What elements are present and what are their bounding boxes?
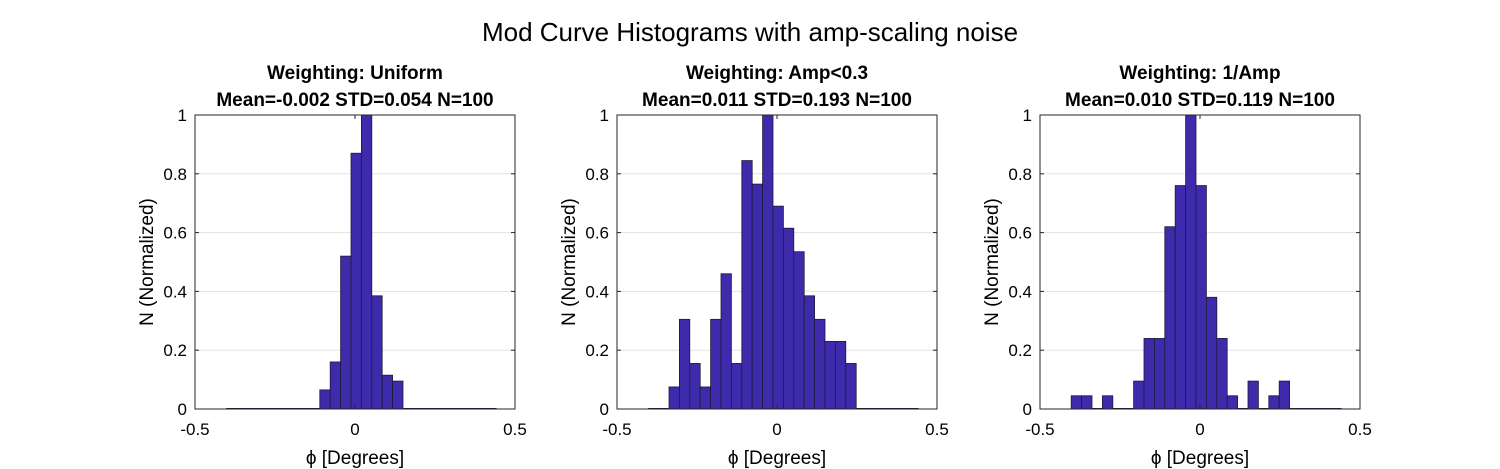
x-tick-label: -0.5: [1025, 420, 1054, 439]
y-tick-label: 0.6: [1008, 224, 1032, 243]
histogram-bar: [319, 389, 331, 410]
histogram-bar: [1226, 395, 1238, 410]
histogram-bar: [1216, 338, 1228, 410]
y-axis-label: N (Normalized): [559, 198, 580, 326]
x-tick-label: 0.5: [503, 420, 527, 439]
y-tick-label: 0.2: [163, 341, 187, 360]
y-tick-label: 1: [178, 106, 187, 125]
x-axis-label: ϕ [Degrees]: [728, 448, 826, 469]
y-axis-label: N (Normalized): [137, 198, 158, 326]
panel-title: Weighting: Amp<0.3: [686, 63, 868, 84]
y-tick-label: 0.6: [585, 224, 609, 243]
x-axis-label: ϕ [Degrees]: [1151, 448, 1249, 469]
histogram-bar: [679, 318, 691, 410]
y-tick-label: 0.2: [585, 341, 609, 360]
histogram-bar: [710, 318, 722, 410]
histogram-bar: [668, 386, 680, 410]
histogram-bar: [741, 160, 753, 410]
histogram-bar: [803, 295, 816, 410]
figure-title: Mod Curve Histograms with amp-scaling no…: [482, 17, 1018, 47]
histogram-bar: [783, 227, 795, 410]
histogram-bar: [824, 340, 836, 410]
histogram-bar: [340, 255, 352, 410]
histogram-bar: [1070, 395, 1082, 410]
histogram-bar: [751, 183, 764, 410]
panel-subtitle: Mean=-0.002 STD=0.054 N=100: [216, 90, 493, 111]
histogram-bar: [1268, 395, 1280, 410]
y-tick-label: 0: [1023, 400, 1032, 419]
y-tick-label: 1: [1023, 106, 1032, 125]
y-tick-label: 0.4: [1008, 282, 1032, 301]
histogram-bar: [835, 340, 847, 410]
histogram-bar: [731, 363, 743, 410]
histogram-bar: [1081, 395, 1093, 410]
histogram-bar: [793, 251, 805, 410]
y-tick-label: 0.2: [1008, 341, 1032, 360]
x-tick-label: 0: [1195, 420, 1204, 439]
histogram-bar: [1133, 380, 1145, 410]
histogram-bar: [1206, 296, 1218, 410]
y-tick-label: 0.6: [163, 224, 187, 243]
histogram-bar: [689, 363, 701, 410]
y-tick-label: 1: [600, 106, 609, 125]
histogram-bar: [1174, 185, 1186, 410]
histogram-bar: [392, 380, 404, 410]
histogram-bar: [1102, 395, 1114, 410]
histogram-bar: [329, 361, 342, 410]
histogram-bar: [371, 295, 383, 410]
y-tick-label: 0.4: [585, 282, 609, 301]
y-tick-label: 0.8: [1008, 165, 1032, 184]
histogram-bar: [1185, 114, 1197, 410]
panel-subtitle: Mean=0.010 STD=0.119 N=100: [1065, 90, 1335, 111]
histogram-bar: [814, 318, 826, 410]
histogram-bar: [699, 386, 712, 410]
histogram-bar: [772, 205, 784, 410]
x-tick-label: 0: [772, 420, 781, 439]
panel-title: Weighting: 1/Amp: [1119, 63, 1280, 84]
y-tick-label: 0.8: [163, 165, 187, 184]
x-tick-label: -0.5: [180, 420, 209, 439]
histogram-bar: [1164, 226, 1176, 410]
y-tick-label: 0.4: [163, 282, 187, 301]
histogram-bar: [360, 114, 373, 410]
histogram-bar: [350, 152, 362, 410]
histogram-bar: [1154, 338, 1166, 410]
x-tick-label: -0.5: [602, 420, 631, 439]
histogram-bar: [1195, 185, 1207, 410]
histogram-bar: [381, 374, 394, 410]
y-tick-label: 0: [600, 400, 609, 419]
x-tick-label: 0: [350, 420, 359, 439]
histogram-bar: [845, 363, 857, 410]
x-tick-label: 0.5: [925, 420, 949, 439]
panel-title: Weighting: Uniform: [267, 63, 443, 84]
x-tick-label: 0.5: [1348, 420, 1372, 439]
y-tick-label: 0: [178, 400, 187, 419]
histogram-bar: [1278, 380, 1290, 410]
histogram-bar: [1247, 380, 1259, 410]
y-axis-label: N (Normalized): [982, 198, 1003, 326]
histogram-bar: [720, 273, 732, 410]
panel-subtitle: Mean=0.011 STD=0.193 N=100: [642, 90, 912, 111]
y-tick-label: 0.8: [585, 165, 609, 184]
histogram-bar: [762, 114, 774, 410]
histogram-bar: [1143, 338, 1155, 410]
x-axis-label: ϕ [Degrees]: [306, 448, 404, 469]
